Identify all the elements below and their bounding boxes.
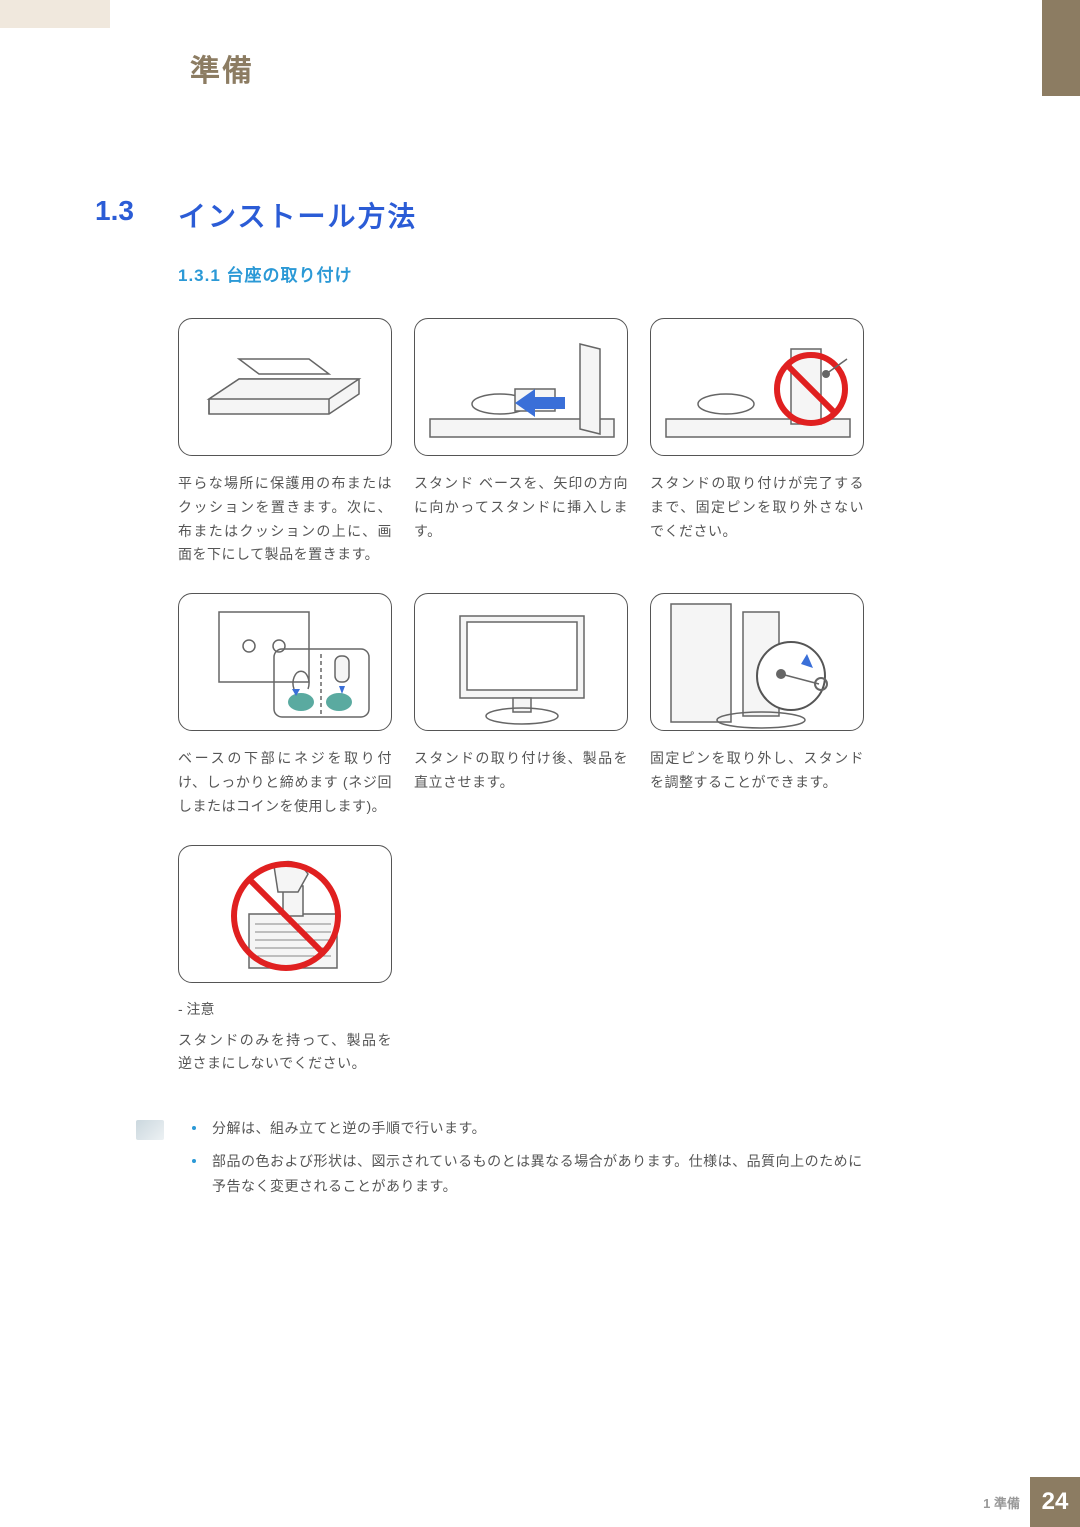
step-6: 固定ピンを取り外し、スタンドを調整することができます。 — [650, 593, 864, 818]
step-3-caption: スタンドの取り付けが完了するまで、固定ピンを取り外さないでください。 — [650, 472, 864, 543]
subsection-title: 1.3.1 台座の取り付け — [178, 261, 353, 286]
step-3-diagram — [650, 318, 864, 456]
step-3: スタンドの取り付けが完了するまで、固定ピンを取り外さないでください。 — [650, 318, 864, 567]
step-1: 平らな場所に保護用の布またはクッションを置きます。次に、布またはクッションの上に… — [178, 318, 392, 567]
page-number: 24 — [1030, 1477, 1080, 1527]
caution-diagram — [178, 845, 392, 983]
section-number: 1.3 — [95, 195, 134, 227]
step-2-diagram — [414, 318, 628, 456]
step-1-diagram — [178, 318, 392, 456]
chapter-title: 準備 — [190, 46, 254, 90]
step-1-caption: 平らな場所に保護用の布またはクッションを置きます。次に、布またはクッションの上に… — [178, 472, 392, 567]
step-4-diagram — [178, 593, 392, 731]
footer-chapter: 1 準備 — [983, 1493, 1020, 1512]
step-4: ベースの下部にネジを取り付け、しっかりと締めます (ネジ回しまたはコインを使用し… — [178, 593, 392, 818]
note-item: 部品の色および形状は、図示されているものとは異なる場合があります。仕様は、品質向… — [178, 1149, 864, 1199]
section-title: インストール方法 — [178, 195, 417, 235]
note-icon — [136, 1120, 164, 1140]
caution-label: - 注意 — [178, 999, 392, 1019]
side-accent-bar — [1042, 0, 1080, 96]
step-2-caption: スタンド ベースを、矢印の方向に向かってスタンドに挿入します。 — [414, 472, 628, 543]
note-item: 分解は、組み立てと逆の手順で行います。 — [178, 1116, 864, 1141]
top-accent-bar — [0, 0, 110, 28]
step-5: スタンドの取り付け後、製品を直立させます。 — [414, 593, 628, 818]
page-footer: 1 準備 24 — [983, 1477, 1080, 1527]
caution-text: スタンドのみを持って、製品を逆さまにしないでください。 — [178, 1029, 392, 1077]
instruction-grid: 平らな場所に保護用の布またはクッションを置きます。次に、布またはクッションの上に… — [178, 318, 864, 1076]
step-caution: - 注意 スタンドのみを持って、製品を逆さまにしないでください。 — [178, 845, 392, 1077]
step-5-caption: スタンドの取り付け後、製品を直立させます。 — [414, 747, 628, 795]
step-6-caption: 固定ピンを取り外し、スタンドを調整することができます。 — [650, 747, 864, 795]
step-6-diagram — [650, 593, 864, 731]
step-5-diagram — [414, 593, 628, 731]
step-2: スタンド ベースを、矢印の方向に向かってスタンドに挿入します。 — [414, 318, 628, 567]
notes-list: 分解は、組み立てと逆の手順で行います。 部品の色および形状は、図示されているもの… — [178, 1116, 864, 1200]
notes-block: 分解は、組み立てと逆の手順で行います。 部品の色および形状は、図示されているもの… — [178, 1116, 864, 1208]
step-4-caption: ベースの下部にネジを取り付け、しっかりと締めます (ネジ回しまたはコインを使用し… — [178, 747, 392, 818]
